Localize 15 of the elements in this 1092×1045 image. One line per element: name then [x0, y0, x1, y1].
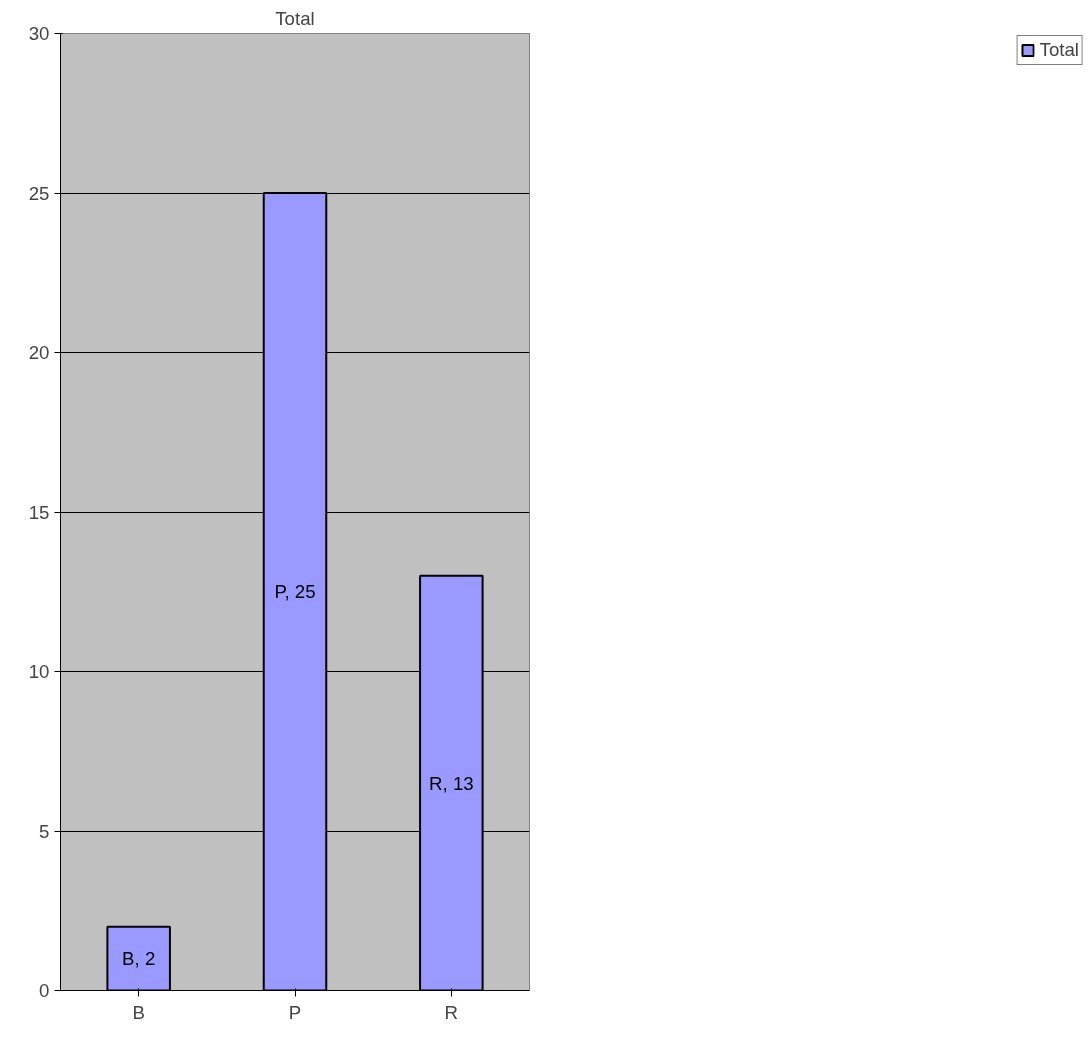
- data-label: B, 2: [122, 948, 156, 970]
- y-tick-label: 30: [28, 23, 50, 44]
- x-tick-label: B: [132, 1001, 145, 1023]
- y-tick-label: 0: [39, 980, 50, 1001]
- x-tick-label: P: [288, 1001, 302, 1023]
- y-tick-label: 5: [39, 820, 50, 842]
- y-tick-label: 25: [28, 182, 50, 204]
- y-tick-label: 20: [28, 342, 50, 363]
- data-label: R, 13: [429, 772, 474, 794]
- y-tick-label: 15: [28, 501, 50, 523]
- chart-title: Total: [275, 7, 315, 29]
- data-label: P, 25: [274, 581, 316, 603]
- y-tick-label: 10: [28, 661, 50, 682]
- x-tick-label: R: [444, 1001, 459, 1023]
- legend-label: Total: [1039, 39, 1079, 61]
